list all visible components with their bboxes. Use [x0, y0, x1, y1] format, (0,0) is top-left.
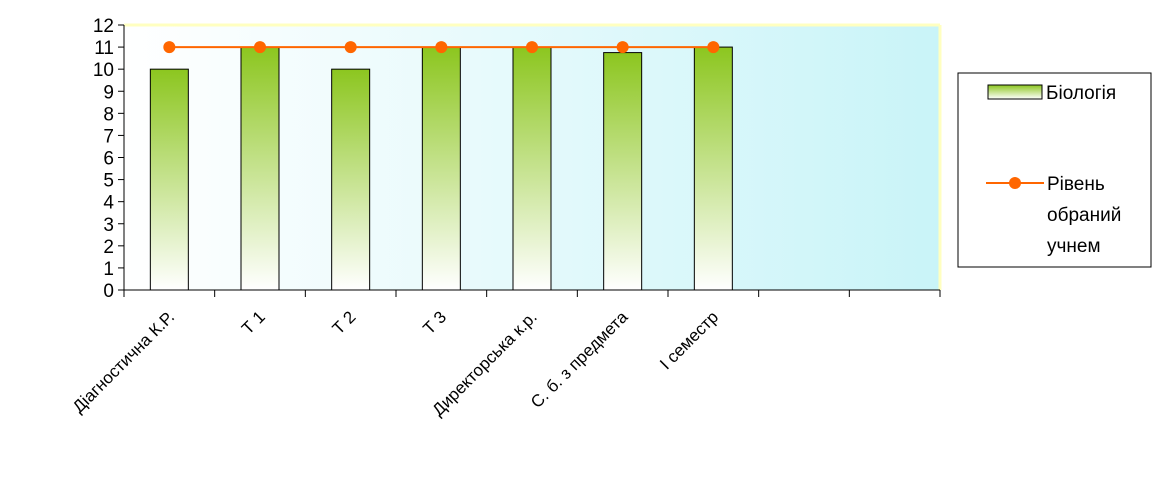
bar — [240, 46, 280, 291]
x-category-label: Т 3 — [419, 307, 450, 338]
y-tick-label: 4 — [103, 193, 114, 214]
y-tick-label: 0 — [103, 281, 114, 302]
bar-series — [149, 46, 733, 291]
x-category-label: Т 1 — [238, 307, 269, 338]
y-tick-label: 9 — [103, 82, 114, 103]
y-tick-label: 5 — [103, 171, 114, 192]
legend: Біологія Рівень обраний учнем — [957, 72, 1152, 268]
line-series — [163, 41, 720, 54]
y-tick-label: 8 — [103, 104, 114, 125]
y-tick-label: 6 — [103, 149, 114, 170]
y-tick-label: 11 — [94, 38, 114, 59]
line-point — [616, 41, 629, 54]
legend-line-label-1: Рівень — [1047, 174, 1105, 195]
bar — [512, 46, 552, 291]
y-tick-label: 3 — [103, 215, 114, 236]
y-tick-label: 2 — [103, 237, 114, 258]
line-point — [707, 41, 720, 54]
line-point — [254, 41, 266, 54]
x-category-label: І семестр — [656, 307, 722, 373]
y-tick-label: 1 — [103, 259, 114, 280]
legend-line-label-3: учнем — [1047, 236, 1101, 257]
bar — [421, 46, 461, 291]
y-tick-label: 10 — [93, 60, 114, 81]
bar — [331, 68, 371, 291]
legend-bar-swatch — [987, 84, 1043, 100]
y-tick-label: 12 — [93, 16, 114, 37]
legend-line-marker — [1009, 177, 1021, 189]
line-point — [344, 41, 357, 54]
bar — [149, 68, 189, 291]
legend-line-label-2: обраний — [1047, 205, 1121, 226]
x-category-label: С. б. з предмета — [527, 307, 632, 412]
line-point — [435, 41, 448, 54]
y-tick-label: 7 — [103, 126, 114, 147]
line-point — [526, 41, 538, 54]
bar — [693, 46, 733, 291]
bar — [603, 52, 643, 291]
x-category-label: Діагностична К.Р. — [69, 307, 178, 416]
x-category-label: Т 2 — [329, 307, 360, 338]
legend-box — [957, 72, 1152, 268]
line-point — [163, 41, 176, 54]
legend-bar-label: Біологія — [1046, 83, 1116, 104]
